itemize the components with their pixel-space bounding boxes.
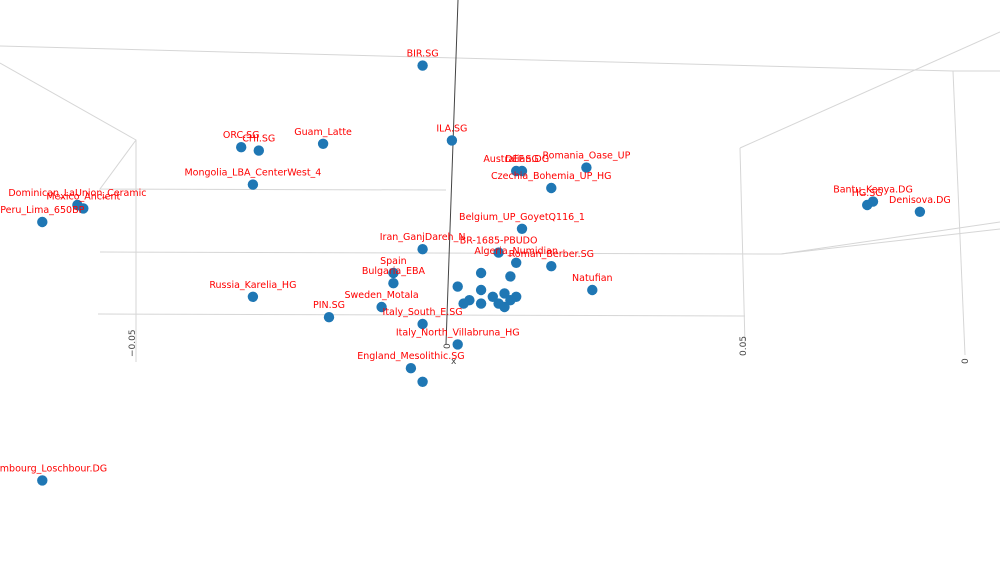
data-point[interactable] xyxy=(499,288,510,299)
axis-pane-right xyxy=(780,228,1000,255)
data-point[interactable] xyxy=(914,206,926,217)
data-point[interactable] xyxy=(505,271,516,282)
data-point[interactable] xyxy=(516,165,528,177)
point-label: Denisova.DG xyxy=(889,195,951,206)
data-point[interactable] xyxy=(581,162,592,173)
data-point[interactable] xyxy=(475,298,487,309)
point-label: Roman_Berber.SG xyxy=(509,249,594,260)
scene-grid xyxy=(0,0,1000,362)
point-label: Natufian xyxy=(572,273,613,284)
data-point[interactable] xyxy=(458,298,469,309)
data-point[interactable] xyxy=(247,179,259,190)
data-point[interactable] xyxy=(475,284,487,296)
data-point[interactable] xyxy=(417,376,428,387)
point-label: Spain xyxy=(380,256,407,267)
point-label: Bantu_Kenya.DG xyxy=(833,185,913,196)
point-label: Iran_GanjDareh_N xyxy=(380,232,466,243)
data-point[interactable] xyxy=(452,281,463,292)
data-point[interactable] xyxy=(499,301,510,313)
point-label: Guam_Latte xyxy=(294,127,352,138)
data-point[interactable] xyxy=(236,142,247,153)
data-point[interactable] xyxy=(587,284,598,296)
data-point[interactable] xyxy=(317,138,329,149)
point-label: Peru_Lima_650BP xyxy=(0,205,84,216)
data-point[interactable] xyxy=(417,60,428,71)
data-point[interactable] xyxy=(37,216,48,228)
data-point[interactable] xyxy=(37,475,48,486)
x-axis-title: x xyxy=(451,357,457,367)
data-point[interactable] xyxy=(388,278,399,289)
data-point[interactable] xyxy=(505,295,516,306)
data-point[interactable] xyxy=(78,203,89,214)
data-point[interactable] xyxy=(516,223,528,234)
point-label: Russia_Karelia_HG xyxy=(209,280,296,291)
data-point[interactable] xyxy=(247,291,259,302)
point-label: Australian.DG xyxy=(483,154,549,165)
z-axis-line xyxy=(445,0,459,345)
point-label: ILA.SG xyxy=(436,123,467,134)
x-tick-label: 0.05 xyxy=(739,336,749,356)
point-label: Belgium_UP_GoyetQ116_1 xyxy=(459,212,585,223)
data-point[interactable] xyxy=(417,318,428,330)
point-label: CHI.SG xyxy=(242,134,275,145)
point-label: ORC.SG xyxy=(223,130,260,141)
data-point[interactable] xyxy=(452,339,463,350)
point-label: Mexico_Ancient xyxy=(46,191,120,202)
axis-ticks: −0.05 0 0.05 0 x xyxy=(128,329,971,367)
point-label: Romania_Oase_UP xyxy=(542,151,630,162)
data-point[interactable] xyxy=(388,267,399,279)
data-point[interactable] xyxy=(323,312,335,323)
point-label: BR-1685-PBUDO xyxy=(460,236,538,247)
point-label: PIN.SG xyxy=(313,300,345,311)
data-point[interactable] xyxy=(417,244,428,255)
data-point[interactable] xyxy=(405,363,417,374)
point-label: Luxembourg_Loschbour.DG xyxy=(0,463,107,474)
data-point[interactable] xyxy=(862,199,873,211)
point-label: HG.SG xyxy=(852,188,883,199)
point-label: England_Mesolithic.SG xyxy=(357,351,464,362)
point-label: Algeria_Numidian xyxy=(474,246,558,257)
data-point[interactable] xyxy=(546,261,557,272)
data-point[interactable] xyxy=(253,145,264,156)
data-point[interactable] xyxy=(376,301,387,313)
data-point[interactable] xyxy=(511,257,522,268)
data-point[interactable] xyxy=(546,182,557,194)
point-label: Bulgaria_EBA xyxy=(362,266,426,277)
point-label: Czechia_Bohemia_UP_HG xyxy=(491,171,612,182)
x-tick-label: 0 xyxy=(443,343,453,349)
data-point[interactable] xyxy=(493,247,504,258)
data-point[interactable] xyxy=(487,291,498,302)
x-tick-label: −0.05 xyxy=(128,329,138,357)
point-label: DEF.SG xyxy=(505,154,539,165)
point-label: Italy_North_Villabruna_HG xyxy=(396,327,520,338)
data-point[interactable] xyxy=(475,267,487,279)
point-label: Dominican_LaUnion_Ceramic xyxy=(8,188,146,199)
data-point[interactable] xyxy=(446,135,458,146)
point-label: BIR.SG xyxy=(407,49,439,60)
grid-back-plane xyxy=(0,45,1000,356)
z-tick-label: 0 xyxy=(961,358,971,364)
point-label: Mongolia_LBA_CenterWest_4 xyxy=(184,168,321,179)
point-label: Sweden_Motala xyxy=(344,290,418,301)
grid-left-plane xyxy=(0,62,447,362)
point-label: Italy_South_E.SG xyxy=(383,307,463,318)
